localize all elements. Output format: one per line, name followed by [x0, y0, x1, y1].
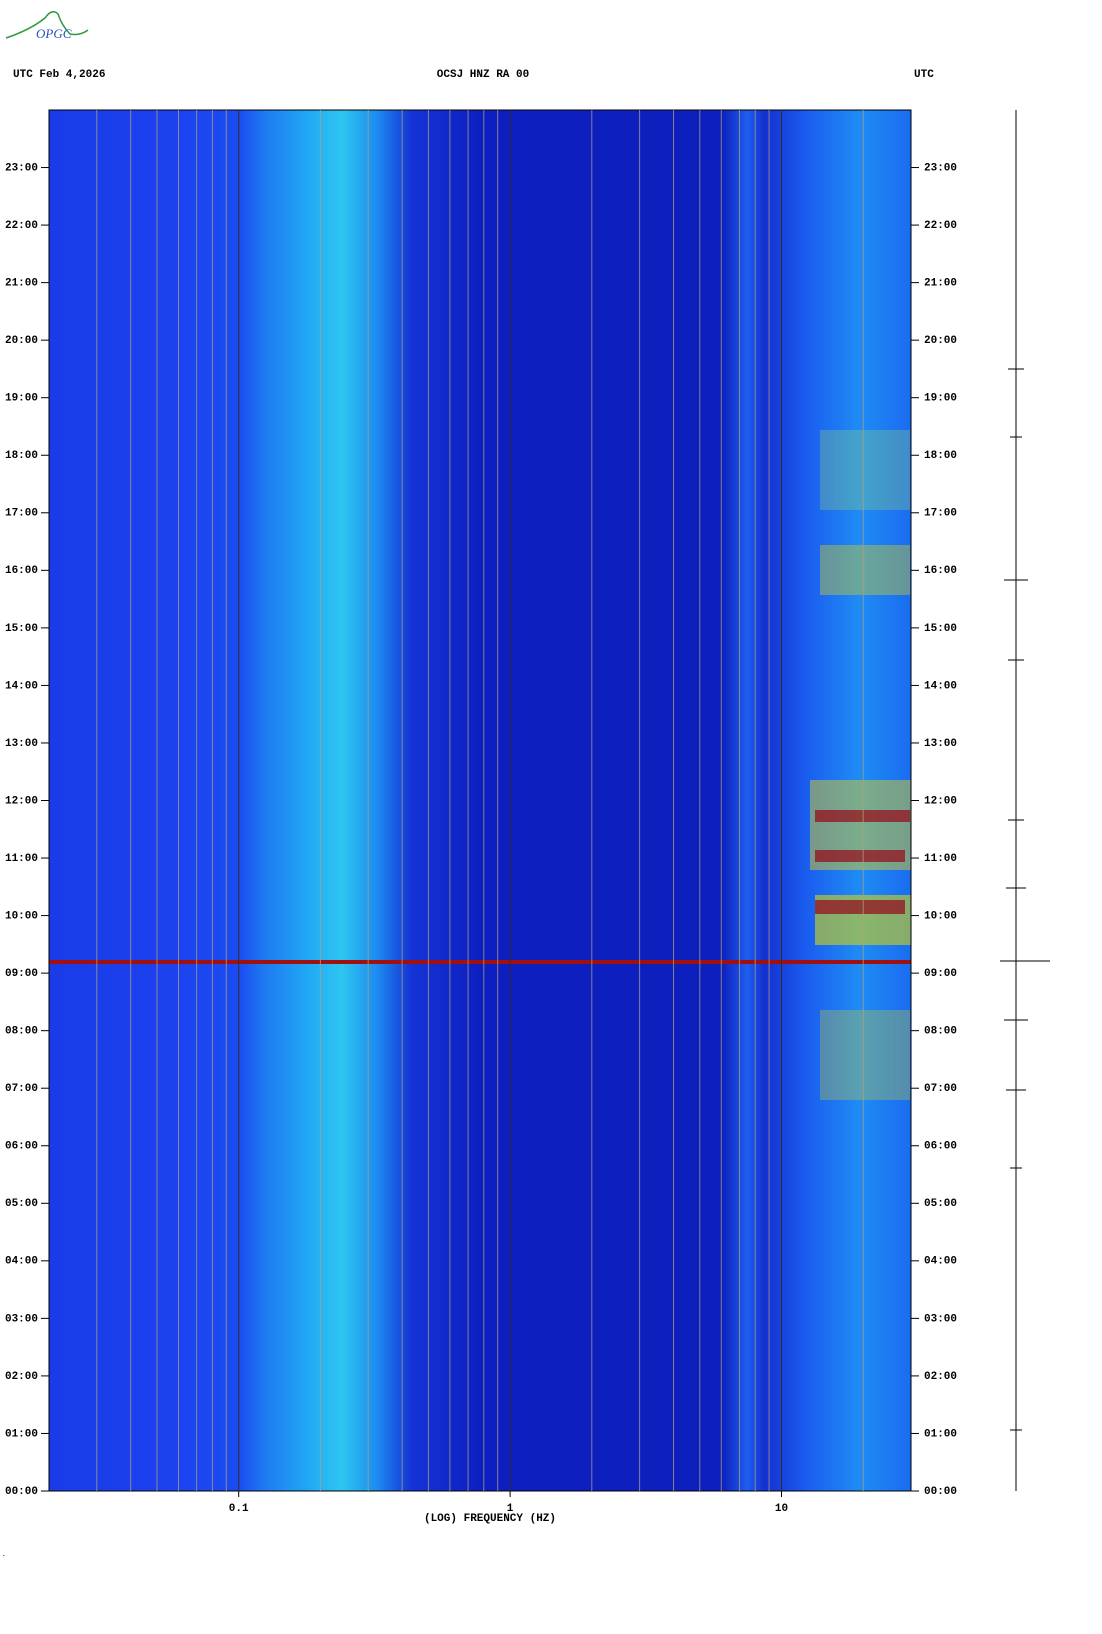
- y-tick-label: 01:00: [924, 1428, 957, 1440]
- y-tick-label: 12:00: [924, 795, 957, 807]
- y-tick-label: 12:00: [5, 795, 38, 807]
- event-line: [49, 960, 911, 964]
- spectrogram: [49, 110, 911, 1491]
- corner-mark: ·: [2, 1553, 6, 1560]
- y-tick-label: 14:00: [5, 680, 38, 692]
- y-tick-label: 08:00: [924, 1026, 957, 1038]
- y-tick-label: 13:00: [924, 738, 957, 750]
- y-tick-label: 10:00: [5, 910, 38, 922]
- logo-mark: [5, 11, 89, 39]
- y-tick-label: 23:00: [924, 162, 957, 174]
- y-tick-label: 09:00: [924, 968, 957, 980]
- y-tick-label: 06:00: [924, 1141, 957, 1153]
- y-tick-label: 02:00: [5, 1371, 38, 1383]
- y-tick-label: 10:00: [924, 910, 957, 922]
- y-tick-label: 08:00: [5, 1026, 38, 1038]
- y-tick-label: 04:00: [5, 1256, 38, 1268]
- y-tick-label: 17:00: [924, 508, 957, 520]
- y-tick-label: 13:00: [5, 738, 38, 750]
- y-tick-label: 23:00: [5, 162, 38, 174]
- y-tick-label: 06:00: [5, 1141, 38, 1153]
- x-axis-label: (LOG) FREQUENCY (HZ): [424, 1513, 556, 1525]
- y-tick-label: 21:00: [5, 278, 38, 290]
- y-tick-label: 18:00: [5, 450, 38, 462]
- chart-title: OCSJ HNZ RA 00: [437, 69, 529, 81]
- y-tick-label: 19:00: [924, 393, 957, 405]
- y-tick-label: 00:00: [924, 1486, 957, 1498]
- y-tick-label: 04:00: [924, 1256, 957, 1268]
- y-tick-label: 02:00: [924, 1371, 957, 1383]
- y-tick-label: 18:00: [924, 450, 957, 462]
- logo: OPGC: [36, 26, 72, 41]
- y-tick-label: 21:00: [924, 278, 957, 290]
- y-tick-label: 01:00: [5, 1428, 38, 1440]
- y-tick-label: 07:00: [924, 1083, 957, 1095]
- y-tick-label: 07:00: [5, 1083, 38, 1095]
- timezone-label: UTC: [914, 69, 934, 81]
- date-label: UTC Feb 4,2026: [13, 69, 105, 81]
- y-tick-label: 11:00: [924, 853, 957, 865]
- y-tick-label: 05:00: [5, 1198, 38, 1210]
- y-tick-label: 20:00: [5, 335, 38, 347]
- y-tick-label: 22:00: [924, 220, 957, 232]
- y-tick-label: 15:00: [5, 623, 38, 635]
- y-tick-label: 00:00: [5, 1486, 38, 1498]
- y-tick-label: 05:00: [924, 1198, 957, 1210]
- trace: [1000, 110, 1050, 1491]
- y-tick-label: 20:00: [924, 335, 957, 347]
- y-tick-label: 14:00: [924, 680, 957, 692]
- x-tick-label: 1: [507, 1503, 514, 1515]
- y-tick-label: 16:00: [5, 565, 38, 577]
- y-tick-label: 09:00: [5, 968, 38, 980]
- x-tick-label: 10: [775, 1503, 788, 1515]
- y-tick-label: 03:00: [5, 1313, 38, 1325]
- y-tick-label: 03:00: [924, 1313, 957, 1325]
- y-tick-label: 16:00: [924, 565, 957, 577]
- y-tick-label: 15:00: [924, 623, 957, 635]
- x-tick-label: 0.1: [229, 1503, 249, 1515]
- y-tick-label: 19:00: [5, 393, 38, 405]
- y-tick-label: 11:00: [5, 853, 38, 865]
- y-tick-label: 22:00: [5, 220, 38, 232]
- y-tick-label: 17:00: [5, 508, 38, 520]
